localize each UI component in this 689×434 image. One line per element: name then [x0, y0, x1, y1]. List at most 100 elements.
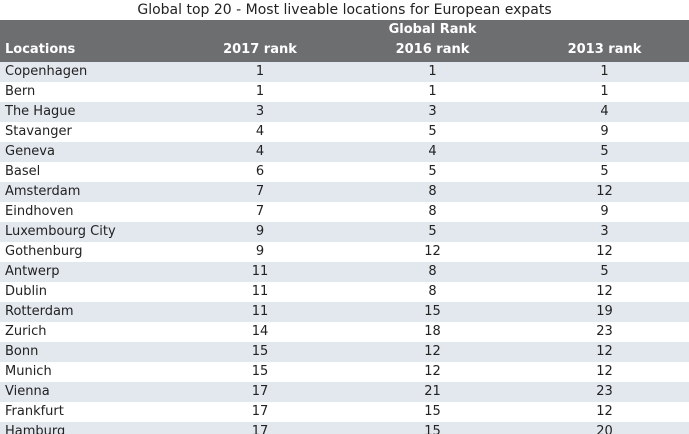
location-cell: Antwerp — [5, 264, 60, 279]
rank-cell: 11 — [251, 284, 269, 299]
rank-cell: 9 — [255, 224, 265, 239]
rank-cell: 19 — [596, 304, 613, 319]
table-row: Basel 6 5 5 — [0, 162, 689, 182]
location-cell: Basel — [5, 164, 41, 179]
rank-cell: 15 — [251, 364, 269, 379]
table-row: Gothenburg 9 12 12 — [0, 242, 689, 262]
table-row: Copenhagen 1 1 1 — [0, 62, 689, 82]
location-cell: Vienna — [5, 384, 50, 399]
table-row: Amsterdam 7 8 12 — [0, 182, 689, 202]
rank-cell: 23 — [596, 384, 613, 399]
table-row: Eindhoven 7 8 9 — [0, 202, 689, 222]
location-cell: Gothenburg — [5, 244, 83, 259]
table-row: Vienna 17 21 23 — [0, 382, 689, 402]
rank-cell: 8 — [428, 284, 437, 299]
location-cell: Luxembourg City — [5, 224, 116, 239]
rank-cell: 23 — [596, 324, 613, 339]
rank-cell: 12 — [596, 244, 613, 259]
rank-cell: 15 — [424, 424, 441, 434]
rank-cell: 5 — [428, 224, 437, 239]
rank-cell: 15 — [424, 404, 441, 419]
table-row: Hamburg 17 15 20 — [0, 422, 689, 434]
rank-cell: 5 — [600, 144, 609, 159]
table-row: Stavanger 4 5 9 — [0, 122, 689, 142]
location-cell: Bonn — [5, 344, 39, 359]
rank-cell: 7 — [255, 204, 265, 219]
table-row: Rotterdam 11 15 19 — [0, 302, 689, 322]
column-header: 2016 rank — [395, 42, 470, 57]
rank-cell: 4 — [255, 144, 265, 159]
rank-cell: 3 — [255, 104, 265, 119]
rank-cell: 20 — [596, 424, 613, 434]
rank-cell: 17 — [251, 424, 269, 434]
rank-cell: 21 — [424, 384, 441, 399]
location-cell: Hamburg — [5, 424, 66, 434]
rank-cell: 12 — [596, 184, 613, 199]
table-row: Dublin 11 8 12 — [0, 282, 689, 302]
rank-cell: 12 — [596, 404, 613, 419]
table-row: Zurich 14 18 23 — [0, 322, 689, 342]
rank-cell: 12 — [424, 344, 441, 359]
column-header: Locations — [5, 42, 76, 57]
group-header: Global Rank — [388, 22, 477, 37]
location-cell: Stavanger — [5, 124, 72, 139]
rank-cell: 5 — [428, 124, 437, 139]
location-cell: Rotterdam — [5, 304, 74, 319]
table-row: Bonn 15 12 12 — [0, 342, 689, 362]
table-row: Bern 1 1 1 — [0, 82, 689, 102]
rank-cell: 6 — [255, 164, 265, 179]
table-title: Global top 20 - Most liveable locations … — [137, 2, 552, 18]
rank-cell: 5 — [600, 164, 609, 179]
rank-cell: 18 — [424, 324, 441, 339]
rank-cell: 4 — [428, 144, 437, 159]
rank-cell: 11 — [251, 304, 269, 319]
location-cell: Geneva — [5, 144, 55, 159]
rank-cell: 7 — [255, 184, 265, 199]
rank-cell: 5 — [428, 164, 437, 179]
column-header: 2013 rank — [567, 42, 642, 57]
table-row: The Hague 3 3 4 — [0, 102, 689, 122]
rank-cell: 9 — [600, 124, 609, 139]
rank-cell: 4 — [255, 124, 265, 139]
rank-cell: 1 — [600, 84, 609, 99]
location-cell: Munich — [5, 364, 52, 379]
rank-cell: 1 — [600, 64, 609, 79]
location-cell: Zurich — [5, 324, 47, 339]
location-cell: Eindhoven — [5, 204, 74, 219]
location-cell: Dublin — [5, 284, 47, 299]
table-row: Luxembourg City 9 5 3 — [0, 222, 689, 242]
rank-cell: 4 — [600, 104, 609, 119]
table-body: Copenhagen 1 1 1 Bern 1 1 1 The Hague 3 3 4 Stavange… — [0, 62, 689, 434]
column-header: 2017 rank — [223, 42, 297, 57]
rank-cell: 3 — [600, 224, 609, 239]
rank-cell: 14 — [251, 324, 269, 339]
rank-cell: 15 — [424, 304, 441, 319]
table-row: Geneva 4 4 5 — [0, 142, 689, 162]
rank-cell: 12 — [596, 344, 613, 359]
rank-cell: 12 — [596, 284, 613, 299]
rank-cell: 3 — [428, 104, 437, 119]
rank-cell: 17 — [251, 384, 269, 399]
rank-cell: 12 — [596, 364, 613, 379]
table-row: Munich 15 12 12 — [0, 362, 689, 382]
location-cell: The Hague — [5, 104, 76, 119]
rank-cell: 8 — [428, 264, 437, 279]
rank-cell: 1 — [255, 64, 265, 79]
table-header: Global Rank Locations 2017 rank 2016 ran… — [0, 20, 689, 62]
rank-cell: 1 — [255, 84, 265, 99]
rank-cell: 11 — [251, 264, 269, 279]
rank-cell: 9 — [255, 244, 265, 259]
rank-cell: 8 — [428, 204, 437, 219]
table-row: Frankfurt 17 15 12 — [0, 402, 689, 422]
rank-cell: 12 — [424, 364, 441, 379]
location-cell: Bern — [5, 84, 36, 99]
rank-cell: 1 — [428, 64, 437, 79]
location-cell: Frankfurt — [5, 404, 64, 419]
rank-cell: 12 — [424, 244, 441, 259]
location-cell: Amsterdam — [5, 184, 81, 199]
location-cell: Copenhagen — [5, 64, 88, 79]
rank-cell: 9 — [600, 204, 609, 219]
table-row: Antwerp 11 8 5 — [0, 262, 689, 282]
rank-cell: 5 — [600, 264, 609, 279]
